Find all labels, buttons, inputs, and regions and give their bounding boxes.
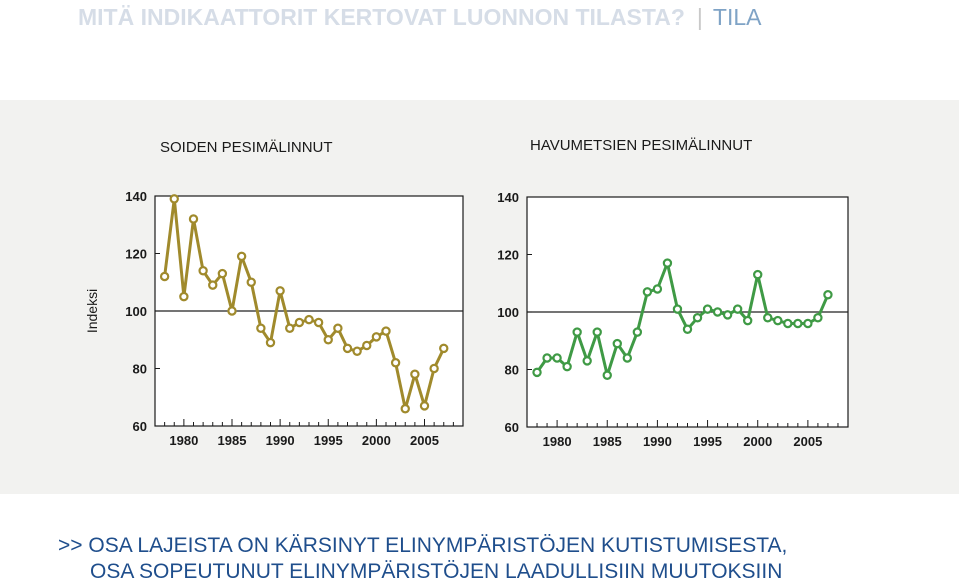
soiden-data-point [265,337,276,348]
havumetsien-x-tick-label: 2000 [743,434,772,449]
soiden-data-point [371,332,382,342]
havumetsien-data-point [742,315,753,326]
soiden-data-point [256,323,266,333]
soiden-data-point [285,323,295,333]
havumetsien-data-point [712,307,723,317]
soiden-data-point [390,358,401,368]
soiden-data-point [313,317,324,328]
havumetsien-data-point [722,310,733,320]
soiden-data-point [179,291,189,302]
havumetsien-chart-title: HAVUMETSIEN PESIMÄLINNUT [530,137,752,154]
soiden-x-tick-label: 2000 [362,433,391,448]
soiden-data-point [381,326,391,336]
soiden-data-point [333,323,343,333]
soiden-chart: SOIDEN PESIMÄLINNUT 60 80 100 120 140 1980 1985… [84,139,464,448]
soiden-x-tick-label: 2005 [410,433,439,448]
soiden-data-point [217,268,228,279]
soiden-y-axis-label: Indeksi [84,289,100,333]
havumetsien-y-tick-label: 60 [505,420,519,435]
havumetsien-x-tick-label: 2005 [793,434,822,449]
soiden-data-point [304,314,314,325]
soiden-data-point [410,369,420,379]
footer-line-1: >> OSA LAJEISTA ON KÄRSINYT ELINYMPÄRIST… [58,534,788,557]
havumetsien-data-point [632,327,643,337]
soiden-data-point [236,251,247,262]
soiden-data-point [188,214,199,224]
havumetsien-data-point [732,304,743,314]
footer-text: >> OSA LAJEISTA ON KÄRSINYT ELINYMPÄRIST… [58,533,787,585]
header-separator: | [696,4,703,30]
soiden-y-tick-label: 100 [125,304,147,319]
soiden-data-point [419,401,430,411]
havumetsien-data-point [592,327,602,337]
havumetsien-x-tick-label: 1980 [543,434,572,449]
soiden-data-point [323,335,333,345]
havumetsien-data-point [662,258,673,268]
soiden-data-point [352,346,362,356]
soiden-data-point [275,286,285,296]
havumetsien-data-point [622,353,633,363]
slide-header: MITÄ INDIKAATTORIT KERTOVAT LUONNON TILA… [78,4,761,31]
havumetsien-data-point [602,370,612,380]
havumetsien-data-point [612,338,622,349]
havumetsien-data-point [773,315,783,326]
havumetsien-x-tick-label: 1990 [643,434,672,449]
havumetsien-data-point [682,324,693,334]
soiden-data-point [439,343,449,354]
soiden-x-tick-label: 1985 [218,433,247,448]
slide-title: MITÄ INDIKAATTORIT KERTOVAT LUONNON TILA… [78,4,685,30]
chart-panel: SOIDEN PESIMÄLINNUT 60 80 100 120 140 1980 1985… [0,100,959,494]
soiden-data-point [400,404,410,414]
havumetsien-data-point [532,367,542,378]
soiden-y-tick-label: 60 [133,419,147,434]
soiden-data-point [429,363,439,374]
havumetsien-data-point [542,353,552,363]
havumetsien-data-point [702,304,713,314]
soiden-data-point [342,343,353,354]
havumetsien-data-point [753,269,763,280]
havumetsien-x-tick-label: 1995 [693,434,722,449]
charts-figure: SOIDEN PESIMÄLINNUT 60 80 100 120 140 1980 1985… [84,137,849,449]
soiden-data-point [159,271,170,282]
soiden-data-point [362,340,372,351]
soiden-y-tick-label: 80 [133,362,147,377]
soiden-data-point [294,317,305,328]
soiden-chart-title: SOIDEN PESIMÄLINNUT [160,139,333,156]
havumetsien-data-point [823,290,833,300]
havumetsien-data-point [582,356,592,366]
havumetsien-x-tick-label: 1985 [593,434,622,449]
havumetsien-data-point [803,318,813,329]
soiden-y-tick-label: 140 [125,189,147,204]
havumetsien-data-point [652,284,663,294]
havumetsien-data-point [763,313,773,323]
soiden-y-tick-label: 120 [125,247,147,262]
footer-line-2: OSA SOPEUTUNUT ELINYMPÄRISTÖJEN LAADULLI… [90,560,783,583]
soiden-data-point [246,277,256,287]
havumetsien-data-point [572,327,582,337]
soiden-x-tick-label: 1980 [169,433,198,448]
havumetsien-data-point [692,313,703,323]
havumetsien-data-point [552,353,562,363]
soiden-data-point [198,266,208,276]
havumetsien-chart: HAVUMETSIEN PESIMÄLINNUT 60 80 100 120 140 198… [497,137,849,449]
section-label: TILA [712,4,762,30]
havumetsien-data-point [562,361,572,372]
havumetsien-y-tick-label: 80 [505,363,519,378]
havumetsien-data-point [793,318,803,329]
havumetsien-y-tick-label: 120 [497,248,519,263]
soiden-data-point [169,194,179,204]
soiden-data-point [227,306,237,316]
havumetsien-data-point [783,318,793,329]
soiden-x-tick-label: 1995 [314,433,343,448]
havumetsien-data-point [813,313,823,323]
soiden-x-tick-label: 1990 [266,433,295,448]
soiden-data-point [208,280,218,290]
havumetsien-data-point [672,304,683,314]
havumetsien-y-tick-label: 140 [497,190,519,205]
havumetsien-y-tick-label: 100 [497,305,519,320]
havumetsien-data-point [642,287,653,297]
